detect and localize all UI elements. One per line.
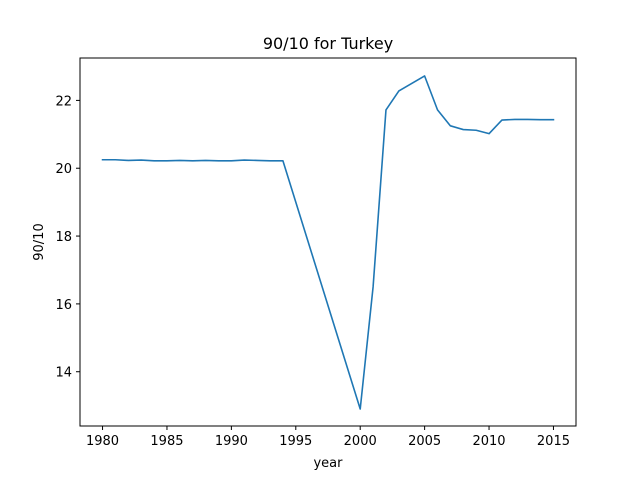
y-tick-label: 18 xyxy=(55,230,72,245)
y-tick-label: 16 xyxy=(55,298,72,313)
y-axis-label: 90/10 xyxy=(32,223,47,260)
x-tick-label: 2005 xyxy=(408,434,441,449)
x-tick-label: 2000 xyxy=(344,434,377,449)
y-tick-label: 20 xyxy=(55,162,72,177)
plot-area xyxy=(101,75,555,410)
chart-title: 90/10 for Turkey xyxy=(263,34,393,53)
x-tick-label: 2015 xyxy=(537,434,570,449)
y-tick-label: 14 xyxy=(55,366,72,381)
x-tick-label: 1980 xyxy=(86,434,119,449)
x-tick-label: 1995 xyxy=(279,434,312,449)
y-tick-label: 22 xyxy=(55,94,72,109)
x-axis: 1980 1985 1990 1995 2000 2005 2010 2015 xyxy=(86,426,570,449)
plot-frame xyxy=(79,57,577,427)
x-tick-label: 1985 xyxy=(150,434,183,449)
y-axis: 14 16 18 20 22 xyxy=(55,94,80,381)
x-axis-label: year xyxy=(313,456,343,471)
x-tick-label: 1990 xyxy=(215,434,248,449)
x-tick-label: 2010 xyxy=(472,434,505,449)
series-line xyxy=(101,75,555,410)
